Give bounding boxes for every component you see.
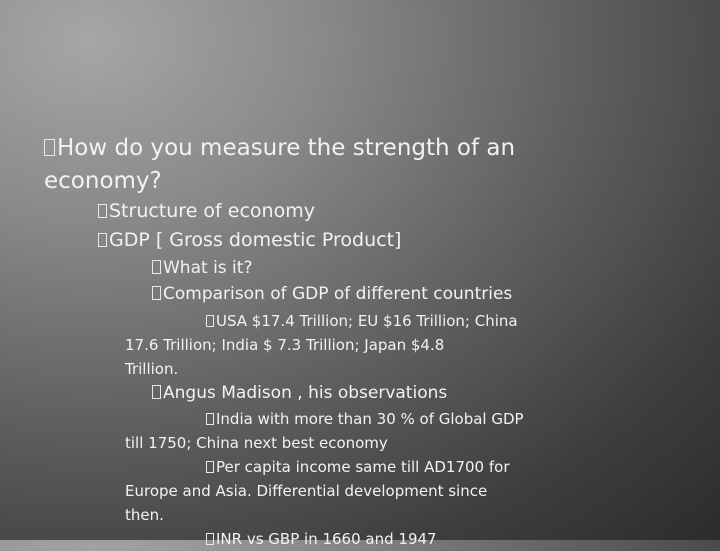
gdp-values-continuation: 17.6 Trillion; India $ 7.3 Trillion; Jap… <box>125 333 444 357</box>
square-bullet-icon <box>206 413 214 425</box>
per-capita-continuation-2: then. <box>125 503 164 527</box>
square-bullet-icon <box>206 315 214 327</box>
bullet-level4-per-capita: Per capita income same till AD1700 for <box>206 455 510 479</box>
square-bullet-icon <box>206 533 214 545</box>
bullet-level4-gdp-values: USA $17.4 Trillion; EU $16 Trillion; Chi… <box>206 309 518 333</box>
comparison-text: Comparison of GDP of different countries <box>163 284 513 304</box>
square-bullet-icon <box>98 204 107 218</box>
per-capita-line-3: then. <box>125 506 164 524</box>
gdp-values-line-3: Trillion. <box>125 360 179 378</box>
bullet-level3-what: What is it? <box>152 255 252 281</box>
gdp-values-continuation-2: Trillion. <box>125 357 178 381</box>
square-bullet-icon <box>206 461 214 473</box>
square-bullet-icon <box>152 385 161 399</box>
gdp-values-line-1: USA $17.4 Trillion; EU $16 Trillion; Chi… <box>216 312 518 330</box>
question-line-2: economy? <box>44 168 162 194</box>
bullet-level2-structure: Structure of economy <box>98 197 315 225</box>
per-capita-line-1: Per capita income same till AD1700 for <box>216 458 510 476</box>
square-bullet-icon <box>44 139 55 156</box>
per-capita-continuation: Europe and Asia. Differential developmen… <box>125 479 487 503</box>
question-continuation: economy? <box>44 165 162 197</box>
what-is-it-text: What is it? <box>163 258 253 278</box>
bullet-level2-gdp: GDP [ Gross domestic Product] <box>98 226 401 254</box>
india-gdp-line-1: India with more than 30 % of Global GDP <box>216 410 524 428</box>
structure-text: Structure of economy <box>109 200 315 222</box>
square-bullet-icon <box>98 233 107 247</box>
question-line-1: How do you measure the strength of an <box>57 135 516 161</box>
bullet-level4-inr-gbp: INR vs GBP in 1660 and 1947 <box>206 527 437 551</box>
bullet-level4-india-gdp: India with more than 30 % of Global GDP <box>206 407 524 431</box>
india-gdp-line-2: till 1750; China next best economy <box>125 434 388 452</box>
bullet-level3-comparison: Comparison of GDP of different countries <box>152 281 512 307</box>
india-gdp-continuation: till 1750; China next best economy <box>125 431 388 455</box>
gdp-text: GDP [ Gross domestic Product] <box>109 229 402 251</box>
bullet-level1-question: How do you measure the strength of an <box>44 132 515 164</box>
per-capita-line-2: Europe and Asia. Differential developmen… <box>125 482 488 500</box>
bullet-level3-madison: Angus Madison , his observations <box>152 380 447 406</box>
square-bullet-icon <box>152 286 161 300</box>
gdp-values-line-2: 17.6 Trillion; India $ 7.3 Trillion; Jap… <box>125 336 445 354</box>
inr-gbp-text: INR vs GBP in 1660 and 1947 <box>216 530 437 548</box>
square-bullet-icon <box>152 260 161 274</box>
madison-text: Angus Madison , his observations <box>163 383 448 403</box>
